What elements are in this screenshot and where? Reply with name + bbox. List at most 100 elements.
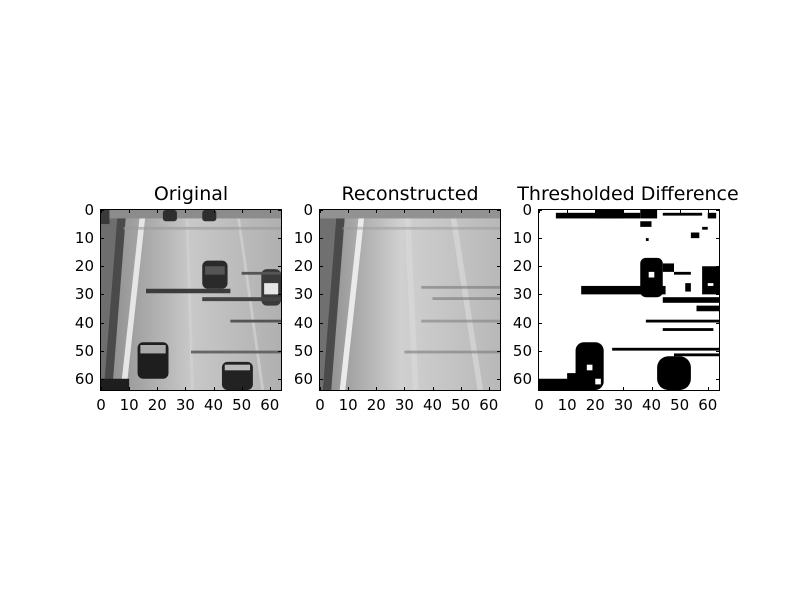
x-tick-mark: [679, 209, 681, 213]
y-tick-mark: [497, 210, 501, 211]
x-tick-mark: [129, 387, 131, 391]
y-tick-mark: [319, 378, 323, 380]
y-tick-mark: [716, 294, 720, 296]
x-tick-mark: [129, 209, 131, 213]
x-tick-mark: [539, 387, 540, 391]
x-tick-label: 20: [585, 396, 605, 414]
x-tick-label: 20: [366, 396, 386, 414]
y-tick-label: 20: [293, 257, 313, 276]
y-tick-mark: [278, 294, 282, 296]
y-tick-label: 10: [512, 229, 532, 248]
x-tick-label: 30: [613, 396, 633, 414]
y-tick-mark: [538, 238, 542, 240]
x-tick-mark: [376, 387, 378, 391]
x-tick-label: 40: [641, 396, 662, 414]
x-tick-mark: [567, 387, 569, 391]
x-tick-mark: [651, 209, 653, 213]
y-tick-label: 60: [512, 369, 532, 388]
x-tick-mark: [348, 209, 350, 213]
panel-title-original: Original: [153, 183, 229, 205]
y-tick-mark: [278, 322, 282, 324]
y-tick-mark: [716, 350, 720, 352]
x-tick-mark: [623, 387, 625, 391]
y-tick-label: 10: [74, 229, 94, 248]
x-tick-mark: [623, 209, 625, 213]
x-tick-mark: [269, 387, 271, 391]
x-tick-label: 60: [479, 396, 499, 414]
x-tick-mark: [185, 387, 187, 391]
x-tick-mark: [404, 387, 406, 391]
x-tick-label: 0: [534, 396, 544, 414]
y-tick-mark: [716, 210, 720, 211]
y-tick-label: 50: [512, 341, 532, 360]
panel-title-reconstructed: Reconstructed: [341, 183, 479, 205]
y-tick-mark: [100, 210, 104, 211]
x-tick-mark: [376, 209, 378, 213]
y-tick-mark: [538, 294, 542, 296]
x-tick-label: 0: [96, 396, 106, 414]
y-tick-label: 0: [303, 201, 313, 219]
x-tick-mark: [404, 209, 406, 213]
y-tick-mark: [538, 322, 542, 324]
x-tick-mark: [707, 387, 709, 391]
x-tick-mark: [432, 387, 434, 391]
x-tick-mark: [460, 209, 462, 213]
y-tick-label: 40: [293, 313, 313, 332]
x-tick-mark: [595, 209, 597, 213]
y-tick-label: 20: [512, 257, 532, 276]
y-tick-mark: [497, 238, 501, 240]
y-tick-mark: [497, 266, 501, 268]
y-tick-mark: [716, 378, 720, 380]
reconstructed-image-axes: [319, 209, 501, 391]
y-tick-mark: [100, 378, 104, 380]
original-image-axes: [100, 209, 282, 391]
x-tick-mark: [269, 209, 271, 213]
y-tick-mark: [497, 294, 501, 296]
y-tick-mark: [716, 266, 720, 268]
y-tick-mark: [278, 238, 282, 240]
x-tick-mark: [157, 209, 159, 213]
y-tick-label: 40: [512, 313, 532, 332]
y-tick-mark: [278, 210, 282, 211]
x-tick-mark: [320, 209, 321, 213]
x-tick-mark: [488, 387, 490, 391]
y-tick-label: 30: [293, 285, 313, 304]
x-tick-label: 30: [175, 396, 195, 414]
y-tick-mark: [716, 322, 720, 324]
y-tick-label: 60: [74, 369, 94, 388]
y-tick-label: 40: [74, 313, 94, 332]
y-tick-mark: [100, 294, 104, 296]
x-tick-mark: [185, 209, 187, 213]
y-tick-mark: [497, 322, 501, 324]
original-image: [101, 210, 281, 390]
x-tick-mark: [595, 387, 597, 391]
reconstructed-image: [320, 210, 500, 390]
x-tick-mark: [157, 387, 159, 391]
y-tick-label: 20: [74, 257, 94, 276]
x-tick-mark: [241, 387, 243, 391]
y-tick-mark: [100, 238, 104, 240]
x-tick-label: 50: [451, 396, 471, 414]
x-tick-mark: [567, 209, 569, 213]
y-tick-mark: [497, 378, 501, 380]
y-tick-label: 50: [293, 341, 313, 360]
y-tick-mark: [319, 210, 323, 211]
x-tick-label: 10: [557, 396, 577, 414]
y-tick-mark: [100, 322, 104, 324]
x-tick-label: 40: [203, 396, 224, 414]
x-tick-mark: [707, 209, 709, 213]
y-tick-label: 30: [512, 285, 532, 304]
y-tick-mark: [278, 378, 282, 380]
x-tick-mark: [213, 387, 215, 391]
y-tick-mark: [538, 378, 542, 380]
x-tick-mark: [101, 387, 102, 391]
x-tick-label: 10: [338, 396, 358, 414]
y-tick-label: 0: [84, 201, 94, 219]
x-tick-mark: [679, 387, 681, 391]
x-tick-mark: [432, 209, 434, 213]
x-tick-mark: [488, 209, 490, 213]
y-tick-mark: [278, 350, 282, 352]
x-tick-label: 60: [260, 396, 280, 414]
difference-image: [539, 210, 719, 390]
y-tick-label: 60: [293, 369, 313, 388]
